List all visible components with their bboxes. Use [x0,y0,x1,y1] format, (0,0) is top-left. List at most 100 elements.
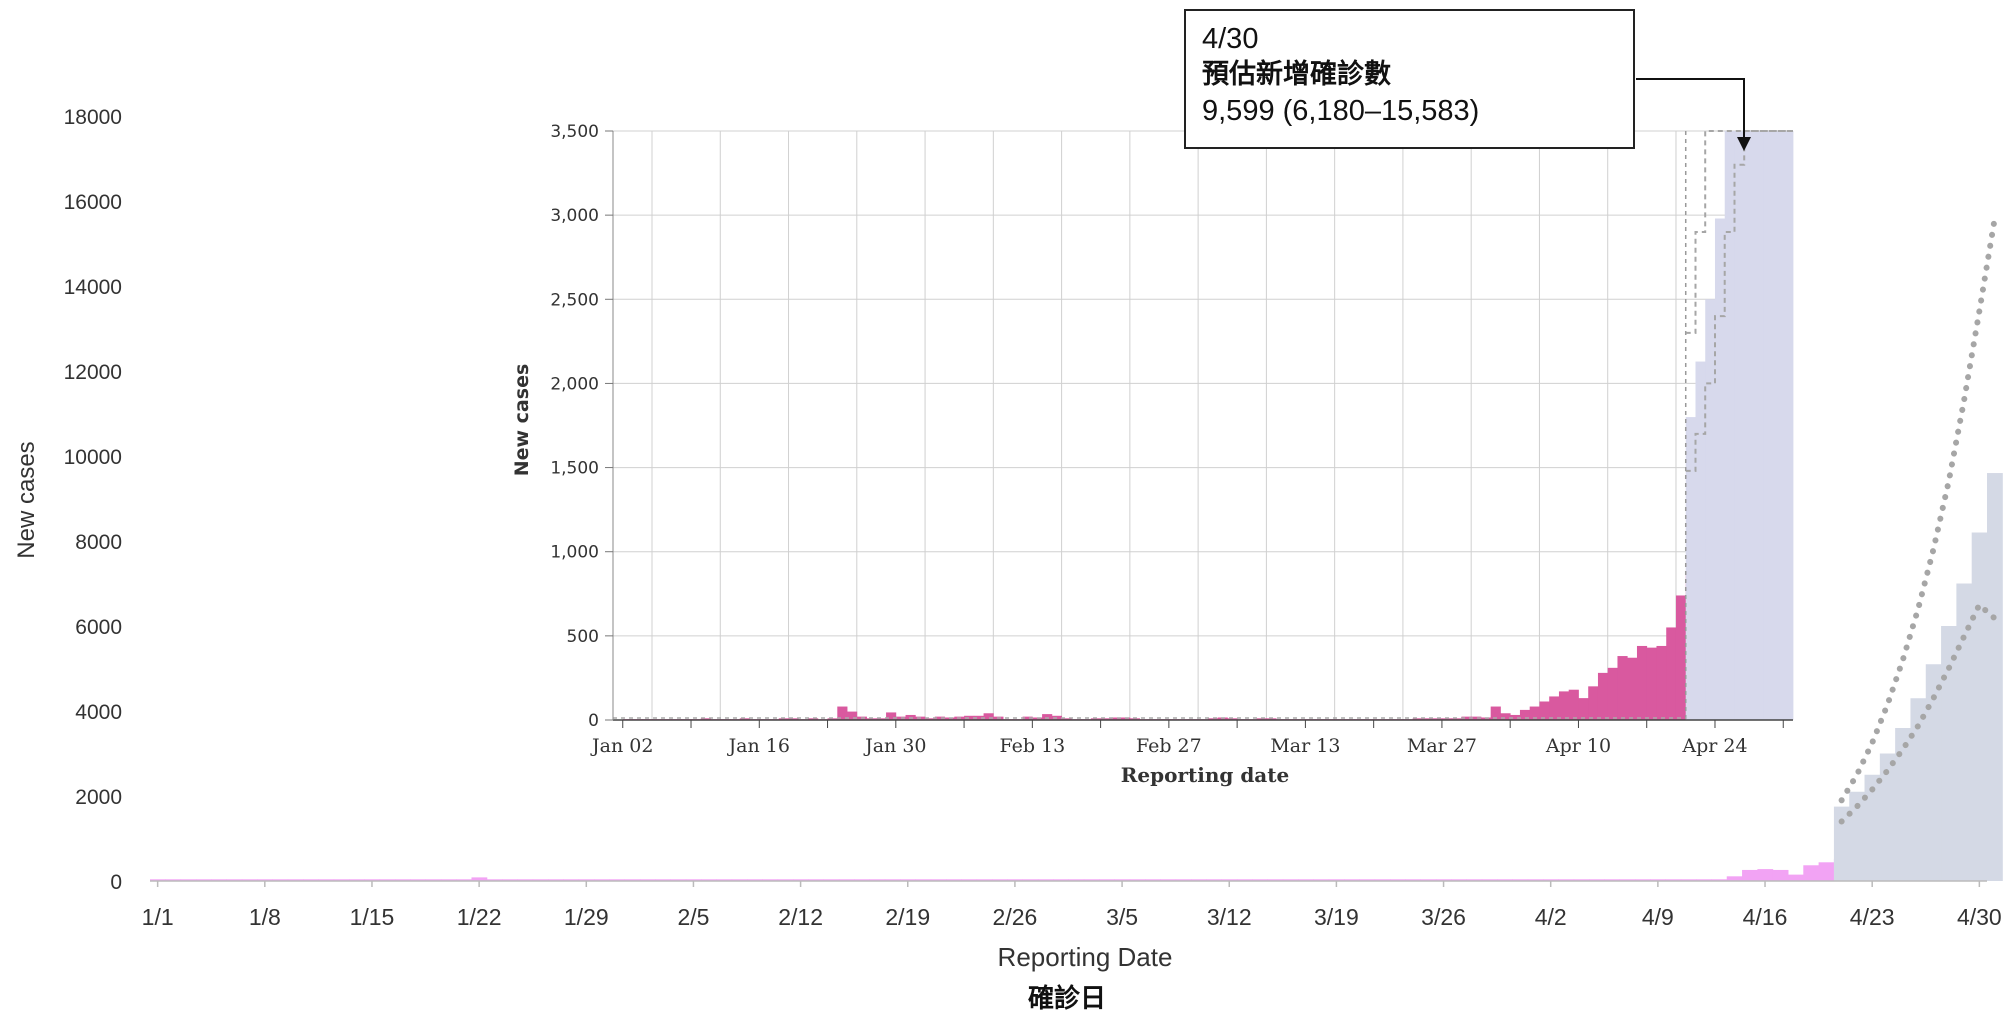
main-observed-bar [1099,879,1115,881]
main-observed-bar [1711,879,1728,881]
main-projected-bar [1895,728,1911,881]
main-y-tick-label: 16000 [64,191,122,214]
main-observed-bar [685,879,702,881]
main-observed-bar [1190,879,1207,881]
main-observed-bar [1558,879,1575,881]
main-observed-bar [639,879,656,881]
main-observed-bar [701,879,717,881]
main-projected-bar [1833,806,1850,881]
main-observed-bar [593,879,610,881]
main-observed-bar [1604,879,1621,881]
main-observed-bar [961,879,978,881]
main-x-tick-label: 2/19 [885,904,930,930]
main-y-tick-label: 6000 [75,616,122,639]
main-observed-bar [1374,879,1391,881]
main-projected-bar [1987,473,2003,881]
main-observed-bar [425,879,442,881]
main-observed-bar [394,879,411,881]
main-observed-bar [257,879,273,881]
forecast-callout: 4/30 預估新增確診數 9,599 (6,180–15,583) [1184,9,1635,149]
main-y-tick-label: 4000 [75,701,122,724]
main-observed-bar [1481,879,1498,881]
main-observed-bar [1206,879,1223,881]
main-observed-bar [747,879,763,881]
main-observed-bar [777,879,794,881]
main-observed-bar [532,879,549,881]
main-observed-bar [471,877,488,881]
main-observed-bar [1466,879,1483,881]
main-projected-bar [1864,774,1881,881]
main-y-tick-label: 14000 [64,276,122,299]
main-observed-bar [1328,879,1345,881]
main-observed-bar [854,879,870,881]
main-observed-bar [1298,879,1314,881]
main-observed-bar [1787,874,1804,881]
main-observed-bar [1818,862,1835,881]
main-observed-bar [195,879,212,881]
main-observed-bar [1129,879,1146,881]
main-x-axis-label-zh: 確診日 [1028,983,1106,1014]
main-observed-bar [548,879,564,881]
main-observed-bar [211,879,228,881]
main-interval-lines [1838,215,1998,825]
main-projected-bar [1941,626,1957,881]
main-observed-bar [1344,879,1360,881]
main-observed-bar [884,879,901,881]
main-x-tick-label: 4/30 [1957,904,2002,930]
main-observed-bar [410,879,427,881]
main-observed-bar [1680,879,1697,881]
main-observed-bar [1665,879,1682,881]
main-observed-bar [1007,879,1024,881]
main-observed-bar [1282,879,1299,881]
main-observed-bar [1451,879,1468,881]
main-observed-bar [287,879,304,881]
main-observed-bar [578,879,595,881]
callout-value: 9,599 (6,180–15,583) [1202,95,1480,127]
main-observed-bar [1359,879,1376,881]
main-observed-bar [502,879,518,881]
main-observed-bar [1634,879,1651,881]
main-observed-bar [563,879,580,881]
main-observed-bar [731,879,748,881]
main-observed-bar [349,879,365,881]
main-x-tick-label: 1/15 [350,904,395,930]
callout-label: 預估新增確診數 [1202,59,1391,90]
main-observed-bar [440,879,457,881]
main-y-tick-label: 10000 [64,446,122,469]
main-x-tick-label: 4/2 [1535,904,1567,930]
main-observed-bar [1267,879,1284,881]
main-observed-bar [241,879,258,881]
main-bars [150,473,2003,881]
main-observed-bar [180,879,197,881]
main-observed-bar [1037,879,1054,881]
main-observed-bar [379,879,396,881]
main-x-tick-label: 3/19 [1314,904,1359,930]
main-observed-bar [1573,879,1590,881]
main-observed-bar [1726,876,1743,881]
main-observed-bar [1803,865,1820,881]
main-observed-bar [1527,879,1544,881]
main-observed-bar [1221,879,1238,881]
main-observed-bar [762,879,779,881]
main-observed-bar [226,879,243,881]
main-x-tick-label: 4/16 [1743,904,1788,930]
main-observed-bar [624,879,641,881]
main-observed-bar [716,879,733,881]
main-observed-bar [364,879,381,881]
main-observed-bar [1405,879,1422,881]
main-x-tick-label: 3/12 [1207,904,1252,930]
main-observed-bar [1696,879,1712,881]
main-observed-bar [808,879,825,881]
main-observed-bar [1742,869,1758,881]
main-observed-bar [1543,879,1559,881]
main-observed-bar [303,879,319,881]
main-observed-bar [1619,879,1636,881]
main-y-tick-label: 2000 [75,786,122,809]
main-observed-bar [1068,879,1085,881]
main-interval-lower-line [1838,599,1998,825]
main-observed-bar [1435,879,1452,881]
main-observed-bar [1252,879,1269,881]
main-x-tick-label: 2/5 [677,904,709,930]
main-x-tick-label: 2/26 [993,904,1038,930]
